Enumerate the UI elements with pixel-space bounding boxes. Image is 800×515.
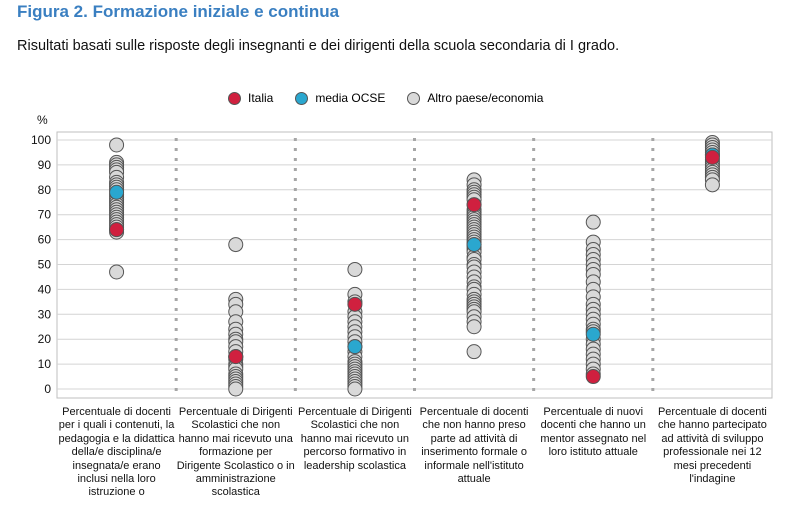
x-category-label: Percentuale di docenti che hanno parteci… [657, 406, 767, 486]
y-tick-label: 30 [38, 307, 52, 321]
data-point-altro-paese [585, 214, 601, 230]
data-point-altro-paese [466, 344, 482, 360]
data-point-italia [585, 369, 601, 385]
y-tick-label: 70 [38, 208, 52, 222]
chart-legend: Italia media OCSE Altro paese/economia [228, 89, 565, 107]
data-point-italia [704, 149, 720, 165]
y-tick-label: 100 [31, 133, 51, 147]
data-point-altro-paese [228, 237, 244, 253]
y-tick-label: 60 [38, 233, 52, 247]
legend-item-italia: Italia [228, 91, 273, 105]
data-point-altro-paese [109, 137, 125, 153]
data-point-italia [466, 197, 482, 213]
data-point-media-ocse [585, 326, 601, 342]
data-point-italia [109, 222, 125, 238]
figure-title: Figura 2. Formazione iniziale e continua [17, 2, 340, 21]
legend-item-media-ocse: media OCSE [295, 91, 385, 105]
legend-swatch-italia [228, 91, 241, 105]
data-point-media-ocse [109, 184, 125, 200]
legend-label-altro-paese: Altro paese/economia [427, 91, 544, 105]
legend-swatch-media-ocse [295, 91, 309, 105]
data-point-italia [347, 296, 363, 312]
data-point-altro-paese [704, 177, 720, 193]
legend-swatch-altro-paese [407, 91, 421, 105]
y-tick-label: 50 [38, 258, 52, 272]
y-tick-label: 80 [38, 183, 52, 197]
data-point-altro-paese [347, 381, 363, 397]
y-tick-label: 90 [38, 158, 52, 172]
x-category-label: Percentuale di docenti che non hanno pre… [419, 406, 529, 486]
data-point-italia [228, 349, 244, 365]
x-category-label: Percentuale di nuovi docenti che hanno u… [540, 406, 647, 459]
y-tick-label: 40 [38, 282, 52, 296]
data-point-altro-paese [347, 261, 363, 277]
data-point-altro-paese [109, 264, 125, 280]
legend-label-italia: Italia [248, 91, 274, 105]
x-category-label: Percentuale di docenti per i quali i con… [58, 406, 175, 499]
data-point-media-ocse [347, 339, 363, 355]
legend-item-altro-paese: Altro paese/economia [407, 91, 543, 105]
y-tick-label: 10 [38, 357, 52, 371]
data-point-altro-paese [466, 319, 482, 335]
figure-subtitle: Risultati basati sulle risposte degli in… [17, 38, 620, 54]
data-point-media-ocse [466, 237, 482, 253]
data-point-altro-paese [228, 381, 244, 397]
y-tick-label: 20 [38, 332, 52, 346]
x-category-label: Percentuale di Dirigenti Scolastici che … [298, 406, 412, 472]
y-axis-label: % [37, 113, 48, 127]
legend-label-media-ocse: media OCSE [315, 91, 386, 105]
y-tick-label: 0 [44, 382, 51, 396]
x-category-label: Percentuale di Dirigenti Scolastici che … [176, 406, 295, 499]
